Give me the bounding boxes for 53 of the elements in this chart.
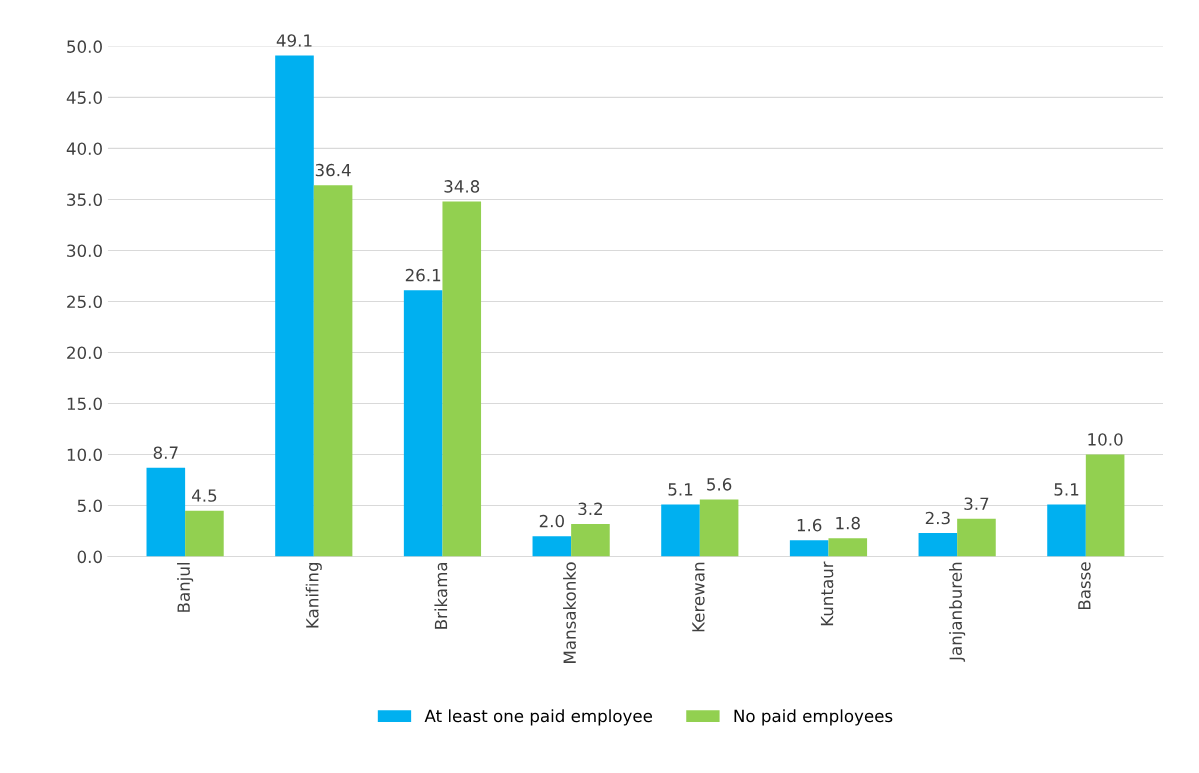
bar [1047,504,1086,557]
data-label: 5.1 [668,483,693,496]
bar [146,467,186,557]
bar [571,523,610,557]
data-label: 10.0 [1088,433,1123,446]
bar [828,538,868,557]
x-tick-label: Kerewan [692,562,705,632]
x-tick-label: Mansakonko [563,562,576,663]
bar [918,533,958,557]
y-tick-label: 40.0 [66,142,102,155]
y-tick-label: 45.0 [66,91,102,104]
data-label: 1.6 [797,518,822,532]
bar [532,536,572,557]
data-label: 2.3 [925,511,950,525]
y-tick-label: 15.0 [67,397,102,411]
bar [275,55,314,557]
x-tick-label: Basse [1078,562,1091,610]
data-label: 5.6 [707,478,732,491]
bar [442,201,482,557]
data-label: 36.4 [315,163,351,177]
y-tick-label: 20.0 [67,346,102,360]
bar [957,518,996,557]
bar [661,504,700,557]
y-tick-label: 0.0 [77,550,102,564]
x-tick-label: Kuntaur [820,561,834,626]
y-tick-label: 10.0 [67,448,102,462]
data-label: 49.1 [276,34,312,47]
x-tick-label: Brikama [434,562,448,629]
legend-label: At least one paid employee [424,709,653,726]
legend-label: No paid employees [734,709,893,726]
y-tick-label: 35.0 [67,193,102,206]
x-tick-label: Kanifing [305,562,322,628]
data-label: 1.8 [836,516,860,530]
x-tick-label: Janjanbureh [949,562,966,662]
x-tick-label: Banjul [177,562,194,612]
y-tick-label: 50.0 [67,40,102,53]
data-label: 8.7 [153,446,178,459]
y-tick-label: 25.0 [67,295,102,309]
data-label: 34.8 [444,180,480,193]
data-label: 26.1 [405,268,441,282]
data-label: 4.5 [191,489,217,502]
y-tick-label: 5.0 [77,499,102,513]
data-label: 2.0 [539,514,564,528]
data-label: 3.2 [578,502,603,516]
bar [699,499,739,557]
bar [185,510,224,557]
data-label: 5.1 [1054,483,1079,496]
bar [313,185,353,557]
bar [403,290,443,557]
bar [789,540,829,557]
data-label: 3.7 [964,497,989,511]
y-tick-label: 30.0 [67,244,102,258]
bar [1085,454,1125,557]
